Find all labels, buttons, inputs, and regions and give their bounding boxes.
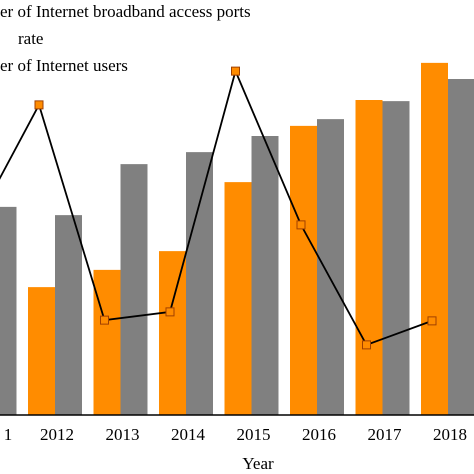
line-marker (427, 316, 437, 326)
bar (290, 125, 317, 415)
bar (186, 152, 213, 415)
legend-label: er of Internet users (0, 56, 128, 75)
x-tick-label: 2018 (433, 425, 467, 444)
bar (120, 164, 148, 415)
line-marker (165, 307, 175, 317)
x-tick-label: 2012 (40, 425, 74, 444)
x-tick-label: 2013 (106, 425, 140, 444)
legend-label: rate (18, 29, 43, 48)
x-tick-label: 2014 (171, 425, 206, 444)
x-tick-label: 2015 (237, 425, 271, 444)
bar (55, 215, 82, 415)
bar (93, 269, 121, 415)
bar (421, 62, 448, 415)
bar (28, 287, 55, 415)
bar (448, 79, 474, 415)
line-marker (231, 66, 240, 76)
line-marker (296, 220, 306, 230)
bar (0, 206, 17, 415)
bar (159, 251, 186, 415)
bar (382, 101, 410, 415)
bar (317, 119, 344, 415)
bar (251, 136, 279, 415)
bar (224, 182, 252, 415)
line (0, 68, 433, 346)
x-tick-label: 1 (4, 425, 13, 444)
x-tick-label: 2017 (368, 425, 403, 444)
line-marker (100, 315, 109, 325)
x-tick-label: 2016 (302, 425, 336, 444)
line-marker (362, 340, 371, 350)
bar (355, 100, 383, 415)
line-marker (34, 100, 44, 110)
x-axis-label: Year (242, 454, 274, 473)
legend-label: er of Internet broadband access ports (0, 2, 251, 21)
